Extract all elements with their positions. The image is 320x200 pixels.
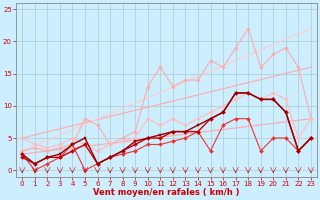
X-axis label: Vent moyen/en rafales ( km/h ): Vent moyen/en rafales ( km/h ) [93, 188, 240, 197]
